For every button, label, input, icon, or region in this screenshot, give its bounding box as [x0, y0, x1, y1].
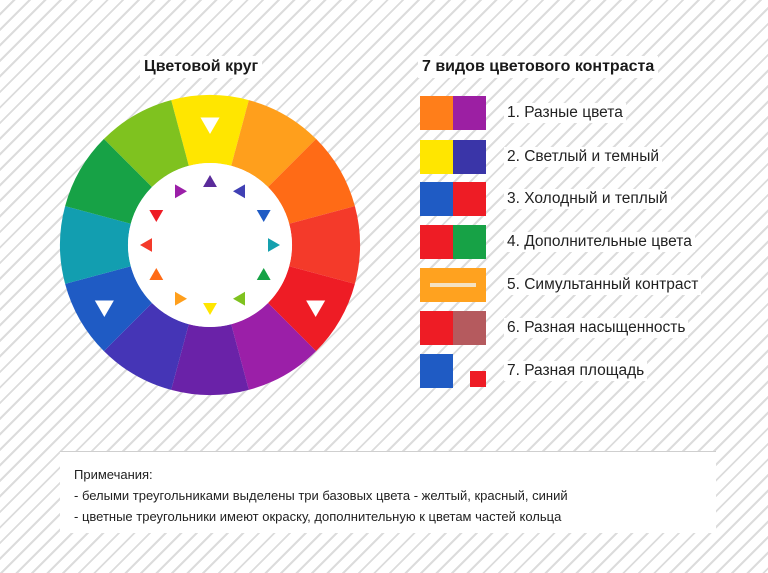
contrast-label: 6. Разная насыщенность	[504, 318, 689, 338]
contrast-label: 5. Симультанный контраст	[504, 275, 702, 295]
complement-triangle-icon	[140, 238, 152, 252]
complement-triangle-icon	[268, 238, 280, 252]
contrast-label: 1. Разные цвета	[504, 103, 626, 123]
complement-triangle-icon	[203, 303, 217, 315]
contrast-swatch	[420, 140, 486, 174]
complement-triangle-icon	[174, 291, 187, 306]
complement-triangle-icon	[174, 184, 187, 199]
swatch-stripe	[430, 283, 476, 287]
notes-panel: Примечания: - белыми треугольниками выде…	[60, 451, 716, 533]
wheel-title: Цветовой круг	[140, 56, 263, 78]
complement-triangle-icon	[256, 268, 271, 281]
contrast-label: 2. Светлый и темный	[504, 147, 663, 167]
complement-triangle-icon	[149, 209, 164, 222]
swatch-right	[453, 182, 486, 216]
contrast-swatch	[420, 268, 486, 302]
wheel-segment	[267, 138, 355, 224]
notes-line-2: - цветные треугольники имеют окраску, до…	[74, 509, 562, 524]
base-color-triangle-icon	[306, 300, 326, 317]
contrast-row: 6. Разная насыщенность	[420, 311, 689, 345]
contrast-label: 4. Дополнительные цвета	[504, 232, 695, 252]
wheel-ring	[59, 95, 360, 395]
contrast-row: 7. Разная площадь	[420, 354, 648, 388]
color-wheel	[59, 95, 360, 395]
base-color-triangle-icon	[94, 300, 114, 317]
complement-triangle-icon	[149, 268, 164, 281]
complement-triangle-icon	[233, 291, 246, 306]
wheel-segment	[171, 324, 249, 395]
wheel-segment	[289, 206, 360, 284]
wheel-segment	[231, 302, 317, 390]
contrast-swatch	[420, 96, 486, 130]
swatch-left	[420, 182, 453, 216]
swatch-small	[470, 371, 486, 387]
swatch-left	[420, 96, 453, 130]
contrast-label: 7. Разная площадь	[504, 361, 648, 381]
contrast-title: 7 видов цветового контраста	[418, 56, 659, 78]
wheel-center	[128, 163, 292, 327]
wheel-segment	[103, 302, 189, 390]
wheel-segment	[65, 138, 153, 224]
contrast-swatch	[420, 354, 486, 388]
swatch-left	[420, 140, 453, 174]
contrast-row: 4. Дополнительные цвета	[420, 225, 695, 259]
complementary-triangles	[140, 175, 280, 315]
base-color-markers	[94, 117, 326, 317]
swatch-large	[420, 354, 453, 388]
complement-triangle-icon	[203, 175, 217, 187]
swatch-right	[453, 96, 486, 130]
swatch-right	[453, 311, 486, 345]
wheel-segment	[103, 100, 189, 188]
base-color-triangle-icon	[200, 117, 220, 134]
notes-line-1: - белыми треугольниками выделены три баз…	[74, 488, 568, 503]
wheel-segment	[231, 100, 317, 188]
notes-heading: Примечания:	[74, 467, 153, 482]
complement-triangle-icon	[233, 184, 246, 199]
contrast-row: 3. Холодный и теплый	[420, 182, 671, 216]
contrast-swatch	[420, 225, 486, 259]
contrast-swatch	[420, 311, 486, 345]
contrast-row: 1. Разные цвета	[420, 96, 626, 130]
wheel-segment	[59, 206, 131, 284]
swatch-left	[420, 311, 453, 345]
contrast-swatch	[420, 182, 486, 216]
swatch-right	[453, 225, 486, 259]
complement-triangle-icon	[256, 209, 271, 222]
contrast-row: 5. Симультанный контраст	[420, 268, 702, 302]
swatch-left	[420, 225, 453, 259]
contrast-row: 2. Светлый и темный	[420, 140, 663, 174]
contrast-label: 3. Холодный и теплый	[504, 189, 671, 209]
swatch-right	[453, 140, 486, 174]
